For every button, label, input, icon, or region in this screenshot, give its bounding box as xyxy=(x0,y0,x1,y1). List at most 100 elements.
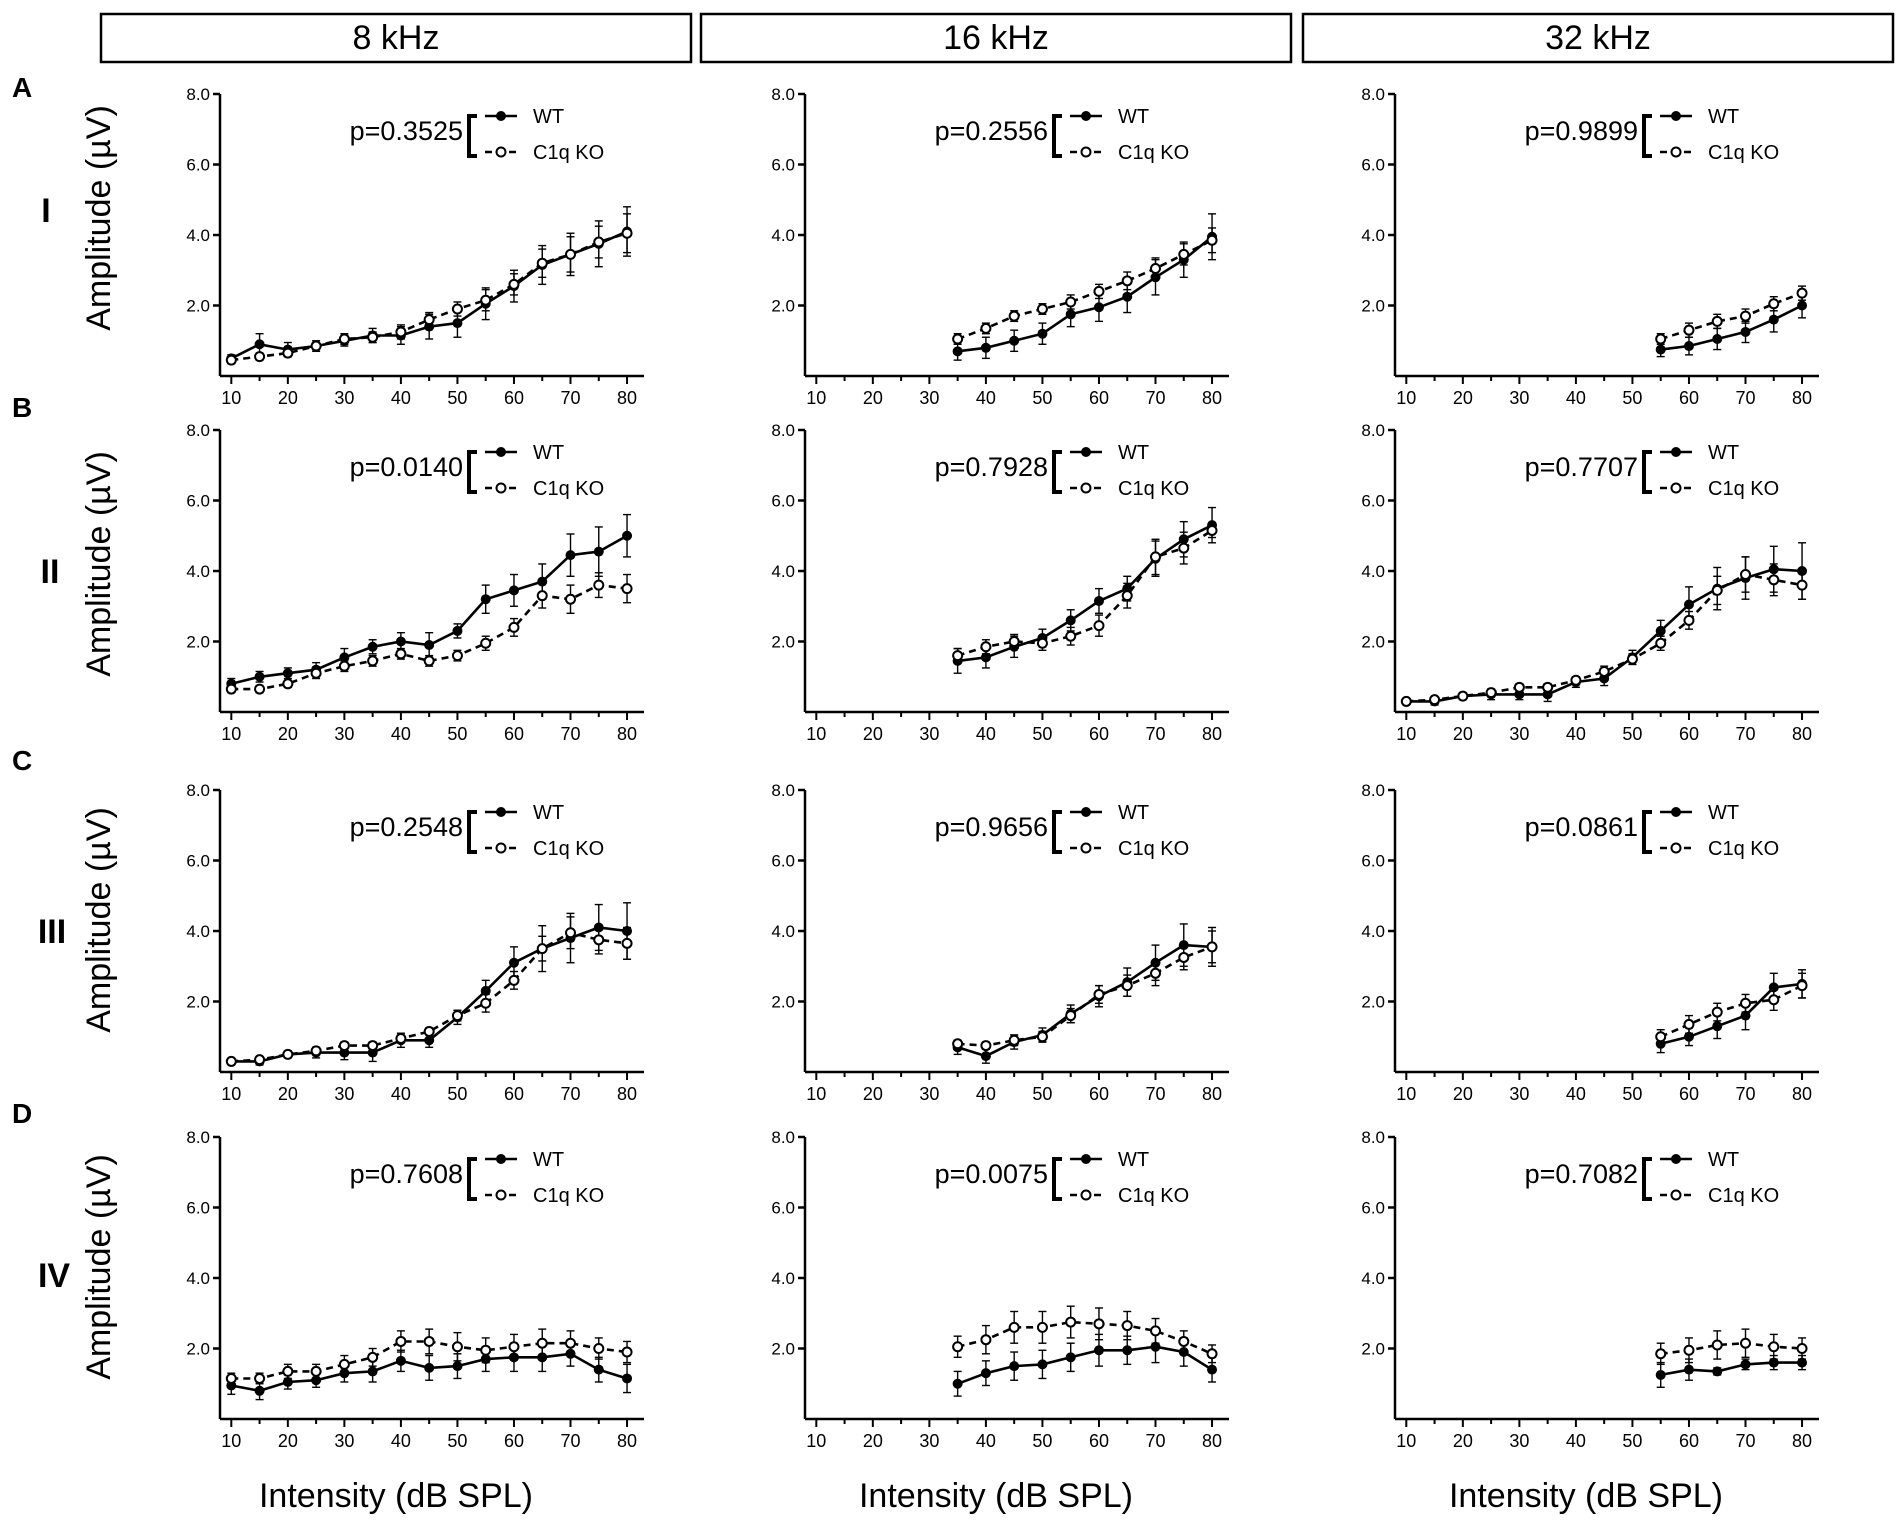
comparison-bracket xyxy=(1642,114,1652,158)
x-tick-label: 50 xyxy=(447,388,467,408)
x-tick-label: 10 xyxy=(221,1431,241,1451)
x-tick-label: 60 xyxy=(1089,388,1109,408)
header-box-8khz xyxy=(99,12,693,64)
data-point-c1q-ko xyxy=(367,1351,379,1363)
header-16khz: 16 kHz xyxy=(943,19,1049,57)
data-point-c1q-ko xyxy=(367,1040,379,1052)
data-point-c1q-ko xyxy=(1178,951,1190,963)
series-c1q-ko xyxy=(1400,556,1808,707)
x-tick-label: 50 xyxy=(1032,1084,1052,1104)
comparison-bracket xyxy=(1052,1157,1062,1201)
data-point-c1q-ko xyxy=(310,1365,322,1377)
data-point-c1q-ko xyxy=(536,590,548,602)
x-tick-label: 60 xyxy=(504,724,524,744)
x-tick-label: 30 xyxy=(919,388,939,408)
y-tick-label: 2.0 xyxy=(771,993,795,1012)
data-point-c1q-ko xyxy=(480,294,492,306)
data-point-wt xyxy=(1712,333,1723,344)
series-c1q-ko xyxy=(225,213,633,366)
x-tick-label: 80 xyxy=(617,1084,637,1104)
header-8khz: 8 kHz xyxy=(353,19,440,57)
y-tick-label: 8.0 xyxy=(186,85,210,104)
legend-marker-c1q-ko xyxy=(1670,842,1682,854)
panel-letter-b: B xyxy=(12,392,32,423)
data-point-c1q-ko xyxy=(1626,653,1638,665)
legend-marker-wt xyxy=(496,111,506,121)
y-tick-label: 4.0 xyxy=(1361,1269,1385,1288)
series-line-c1q-ko xyxy=(231,231,628,362)
p-value: p=0.0140 xyxy=(350,452,463,482)
data-point-c1q-ko xyxy=(225,683,237,695)
legend-marker-c1q-ko xyxy=(1080,482,1092,494)
series-c1q-ko xyxy=(952,227,1218,345)
header-box-16khz xyxy=(699,12,1293,64)
x-tick-label: 40 xyxy=(391,724,411,744)
series-c1q-ko xyxy=(225,916,633,1067)
data-point-c1q-ko xyxy=(536,257,548,269)
legend-label-c1q-ko: C1q KO xyxy=(1708,838,1779,860)
x-tick-label: 80 xyxy=(617,724,637,744)
y-tick-label: 6.0 xyxy=(1361,1199,1385,1218)
series-wt xyxy=(1655,1354,1808,1388)
x-tick-label: 60 xyxy=(504,388,524,408)
data-point-c1q-ko xyxy=(1036,1031,1048,1043)
data-point-c1q-ko xyxy=(1457,690,1469,702)
data-point-c1q-ko xyxy=(1542,681,1554,693)
y-tick-label: 6.0 xyxy=(186,852,210,871)
y-tick-label: 8.0 xyxy=(1361,1128,1385,1147)
data-point-c1q-ko xyxy=(1740,997,1752,1009)
x-tick-label: 20 xyxy=(278,1084,298,1104)
data-point-wt xyxy=(508,957,519,968)
x-tick-label: 50 xyxy=(1622,724,1642,744)
data-point-c1q-ko xyxy=(451,1341,463,1353)
y-tick-label: 4.0 xyxy=(1361,922,1385,941)
data-point-c1q-ko xyxy=(423,1335,435,1347)
data-point-c1q-ko xyxy=(1796,287,1808,299)
y-tick-label: 4.0 xyxy=(771,1269,795,1288)
data-point-c1q-ko xyxy=(338,660,350,672)
series-wt xyxy=(226,206,633,364)
chart-b-16khz: 2.0 4.0 6.0 8.0 10 20 30 40 50 60 70 80 p=0.7928 WT C1… xyxy=(771,421,1229,744)
x-tick-label: 70 xyxy=(1145,1431,1165,1451)
data-point-wt xyxy=(1009,1361,1020,1372)
data-point-c1q-ko xyxy=(952,333,964,345)
data-point-c1q-ko xyxy=(952,1038,964,1050)
data-point-c1q-ko xyxy=(1655,333,1667,345)
data-point-c1q-ko xyxy=(1711,584,1723,596)
data-point-c1q-ko xyxy=(1768,994,1780,1006)
x-tick-label: 30 xyxy=(1509,1431,1529,1451)
data-point-c1q-ko xyxy=(1121,980,1133,992)
data-point-wt xyxy=(1740,326,1751,337)
y-tick-label: 6.0 xyxy=(186,1199,210,1218)
legend-label-c1q-ko: C1q KO xyxy=(1118,142,1189,164)
data-point-wt xyxy=(1093,1345,1104,1356)
data-point-c1q-ko xyxy=(480,1344,492,1356)
chart-b-32khz: 2.0 4.0 6.0 8.0 10 20 30 40 50 60 70 80 p=0.7707 WT C1… xyxy=(1361,421,1819,744)
y-tick-label: 2.0 xyxy=(186,993,210,1012)
x-tick-label: 50 xyxy=(1622,388,1642,408)
x-tick-label: 10 xyxy=(221,388,241,408)
series-wt xyxy=(952,1330,1218,1397)
data-point-wt xyxy=(593,546,604,557)
legend-marker-wt xyxy=(496,447,506,457)
series-c1q-ko xyxy=(225,1328,633,1385)
x-tick-label: 80 xyxy=(617,388,637,408)
data-point-c1q-ko xyxy=(310,1045,322,1057)
data-point-c1q-ko xyxy=(338,333,350,345)
y-tick-label: 4.0 xyxy=(771,922,795,941)
legend-label-wt: WT xyxy=(1708,802,1739,824)
x-tick-label: 70 xyxy=(560,1431,580,1451)
data-point-c1q-ko xyxy=(480,997,492,1009)
x-tick-label: 10 xyxy=(1396,388,1416,408)
y-tick-label: 4.0 xyxy=(771,226,795,245)
x-tick-label: 10 xyxy=(221,724,241,744)
x-tick-label: 70 xyxy=(1735,724,1755,744)
data-point-c1q-ko xyxy=(1065,630,1077,642)
data-point-c1q-ko xyxy=(565,248,577,260)
p-value: p=0.0861 xyxy=(1525,812,1638,842)
series-line-c1q-ko xyxy=(957,1320,1213,1355)
data-point-c1q-ko xyxy=(1711,1006,1723,1018)
x-tick-label: 80 xyxy=(617,1431,637,1451)
y-tick-label: 8.0 xyxy=(1361,421,1385,440)
x-tick-label: 60 xyxy=(1679,1431,1699,1451)
